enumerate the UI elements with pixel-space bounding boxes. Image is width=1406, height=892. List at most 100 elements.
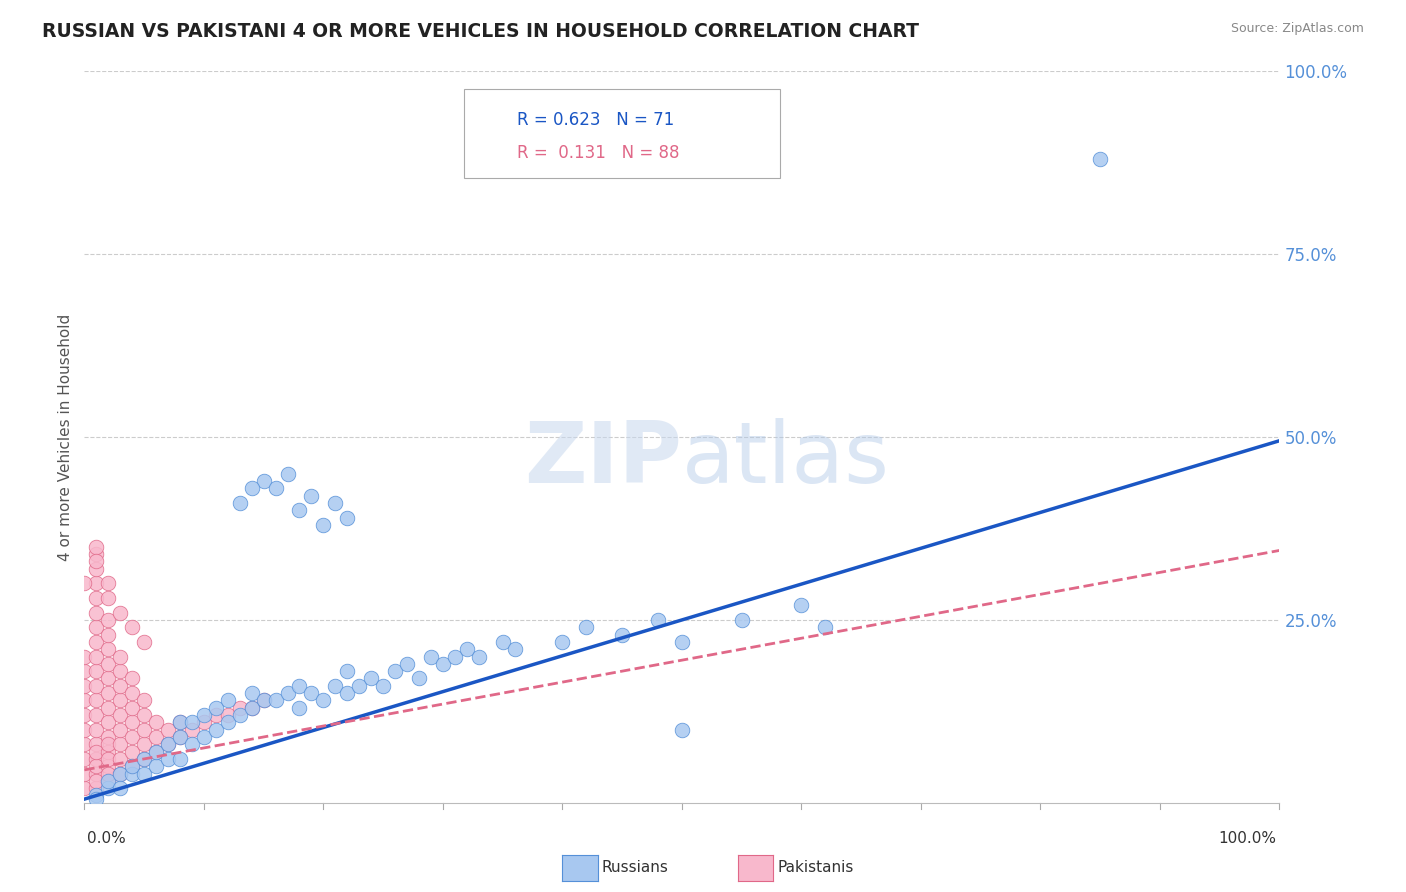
Point bbox=[312, 693, 335, 707]
Point bbox=[277, 467, 299, 481]
Point bbox=[157, 752, 180, 766]
Point bbox=[110, 723, 132, 737]
Point bbox=[323, 679, 347, 693]
Point bbox=[121, 700, 143, 714]
Point bbox=[86, 635, 108, 649]
Point bbox=[86, 708, 108, 723]
Point bbox=[121, 715, 143, 730]
Point bbox=[86, 664, 108, 678]
Point bbox=[73, 693, 96, 707]
Point bbox=[86, 759, 108, 773]
Point bbox=[86, 620, 108, 634]
Point bbox=[97, 737, 120, 751]
Text: Source: ZipAtlas.com: Source: ZipAtlas.com bbox=[1230, 22, 1364, 36]
Point bbox=[1088, 152, 1111, 166]
Point bbox=[264, 481, 287, 495]
Point bbox=[121, 745, 143, 759]
Point bbox=[97, 613, 120, 627]
Point bbox=[97, 773, 120, 788]
Point bbox=[86, 737, 108, 751]
Point bbox=[169, 752, 191, 766]
Point bbox=[264, 693, 287, 707]
Point bbox=[193, 730, 215, 744]
Point bbox=[336, 664, 359, 678]
Point bbox=[647, 613, 669, 627]
Point bbox=[228, 700, 252, 714]
Point bbox=[253, 474, 276, 488]
Point bbox=[110, 766, 132, 780]
Point bbox=[97, 576, 120, 591]
Point bbox=[73, 737, 96, 751]
Point bbox=[110, 708, 132, 723]
Point bbox=[132, 693, 156, 707]
Point bbox=[301, 686, 323, 700]
Text: R = 0.623   N = 71: R = 0.623 N = 71 bbox=[517, 111, 675, 128]
Point bbox=[492, 635, 515, 649]
Point bbox=[97, 745, 120, 759]
Point bbox=[97, 700, 120, 714]
Point bbox=[575, 620, 598, 634]
Point bbox=[145, 759, 167, 773]
Point bbox=[73, 766, 96, 780]
Point bbox=[73, 679, 96, 693]
Point bbox=[121, 766, 143, 780]
Point bbox=[671, 723, 693, 737]
Point bbox=[97, 627, 120, 641]
Text: atlas: atlas bbox=[682, 417, 890, 500]
Point bbox=[132, 723, 156, 737]
Text: Russians: Russians bbox=[602, 861, 669, 875]
Point bbox=[408, 672, 430, 686]
Point bbox=[169, 730, 191, 744]
Point bbox=[86, 649, 108, 664]
Point bbox=[97, 642, 120, 657]
Point bbox=[73, 752, 96, 766]
Point bbox=[169, 715, 191, 730]
Point bbox=[86, 792, 108, 806]
Point bbox=[205, 700, 228, 714]
Point bbox=[180, 723, 202, 737]
Point bbox=[217, 708, 239, 723]
Point bbox=[193, 708, 215, 723]
Point bbox=[86, 562, 108, 576]
Point bbox=[110, 737, 132, 751]
Point bbox=[503, 642, 526, 657]
Point bbox=[132, 708, 156, 723]
Point bbox=[349, 679, 371, 693]
Point bbox=[73, 649, 96, 664]
Point bbox=[110, 781, 132, 796]
Point bbox=[86, 766, 108, 780]
Point bbox=[110, 606, 132, 620]
Point bbox=[551, 635, 574, 649]
Point bbox=[132, 737, 156, 751]
Point bbox=[205, 708, 228, 723]
Point bbox=[145, 745, 167, 759]
Point bbox=[145, 715, 167, 730]
Point bbox=[288, 700, 311, 714]
Point bbox=[371, 679, 394, 693]
Point bbox=[86, 591, 108, 605]
Point bbox=[228, 708, 252, 723]
Point bbox=[336, 510, 359, 524]
Point bbox=[360, 672, 382, 686]
Point bbox=[228, 496, 252, 510]
Point bbox=[731, 613, 754, 627]
Point bbox=[253, 693, 276, 707]
Point bbox=[86, 679, 108, 693]
Point bbox=[73, 708, 96, 723]
Point bbox=[145, 745, 167, 759]
Point bbox=[97, 657, 120, 671]
Point bbox=[97, 773, 120, 788]
Point bbox=[432, 657, 454, 671]
Point bbox=[157, 737, 180, 751]
Text: 100.0%: 100.0% bbox=[1219, 831, 1277, 846]
Point bbox=[323, 496, 347, 510]
Point bbox=[86, 540, 108, 554]
Point bbox=[145, 730, 167, 744]
Text: R =  0.131   N = 88: R = 0.131 N = 88 bbox=[517, 145, 681, 162]
Point bbox=[121, 620, 143, 634]
Point bbox=[456, 642, 478, 657]
Point bbox=[86, 547, 108, 561]
Point bbox=[86, 606, 108, 620]
Point bbox=[253, 693, 276, 707]
Point bbox=[86, 554, 108, 568]
